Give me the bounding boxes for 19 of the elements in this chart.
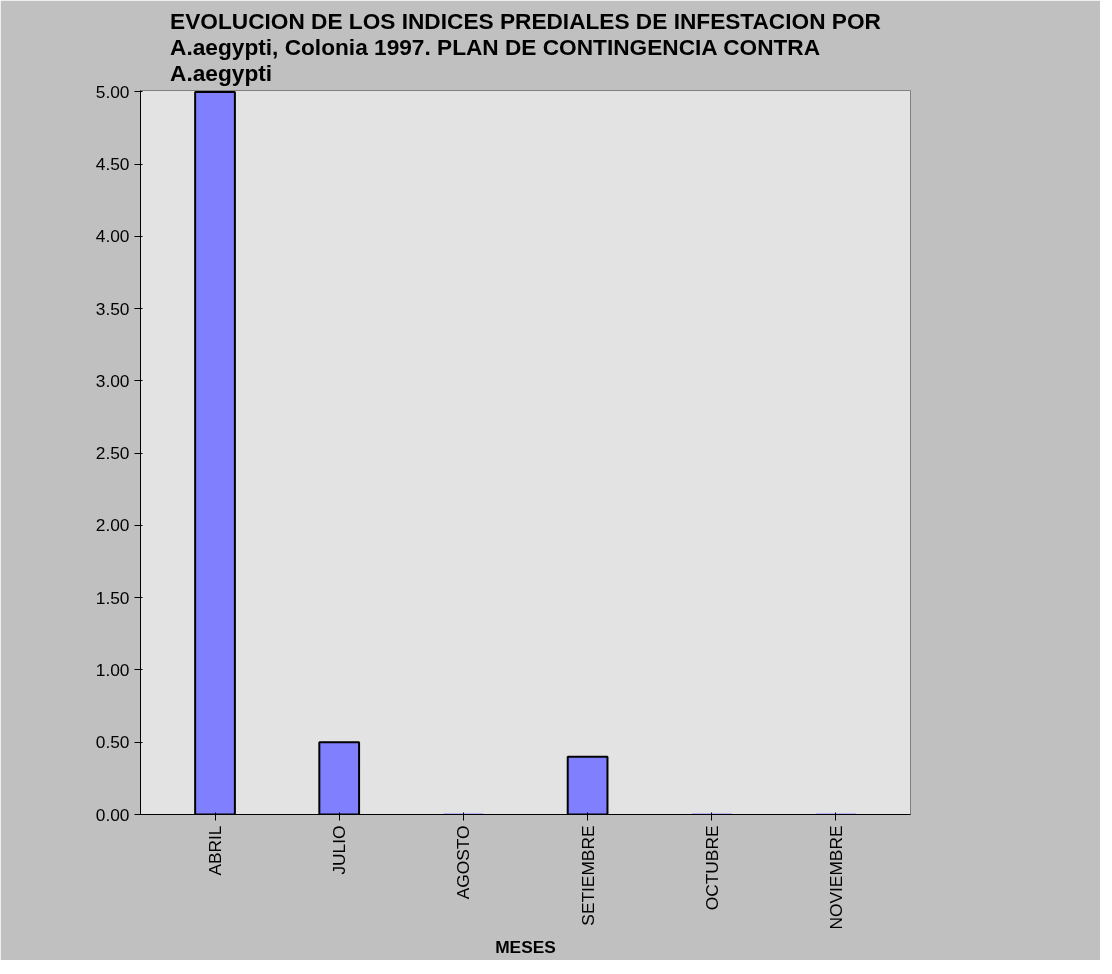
y-tick-label: 5.00 xyxy=(95,81,130,102)
y-tick-label: 3.50 xyxy=(95,298,130,319)
y-tick-label: 2.00 xyxy=(95,515,130,536)
y-tick-label: 0.50 xyxy=(95,732,130,753)
x-axis-title: MESES xyxy=(495,937,556,958)
chart-title: EVOLUCION DE LOS INDICES PREDIALES DE INFESTACION POR A.aegypti, Colonia 1997. PLAN DE CONTINGENCIA CONTRA A.aegypti xyxy=(170,7,881,86)
x-tick-label: AGOSTO xyxy=(453,825,474,900)
y-tick-label: 3.00 xyxy=(95,370,130,391)
y-tick-label: 4.00 xyxy=(95,226,130,247)
x-tick-label: NOVIEMBRE xyxy=(825,825,846,930)
x-tick-label: ABRIL xyxy=(205,825,226,876)
y-tick-label: 4.50 xyxy=(95,154,130,175)
y-tick-label: 1.00 xyxy=(95,659,130,680)
x-tick-label: OCTUBRE xyxy=(701,825,722,911)
y-tick-label: 2.50 xyxy=(95,443,130,464)
x-tick-label: JULIO xyxy=(329,825,350,875)
x-tick-label: SETIEMBRE xyxy=(577,825,598,926)
y-tick-label: 1.50 xyxy=(95,587,130,608)
y-tick-label: 0.00 xyxy=(95,804,130,825)
